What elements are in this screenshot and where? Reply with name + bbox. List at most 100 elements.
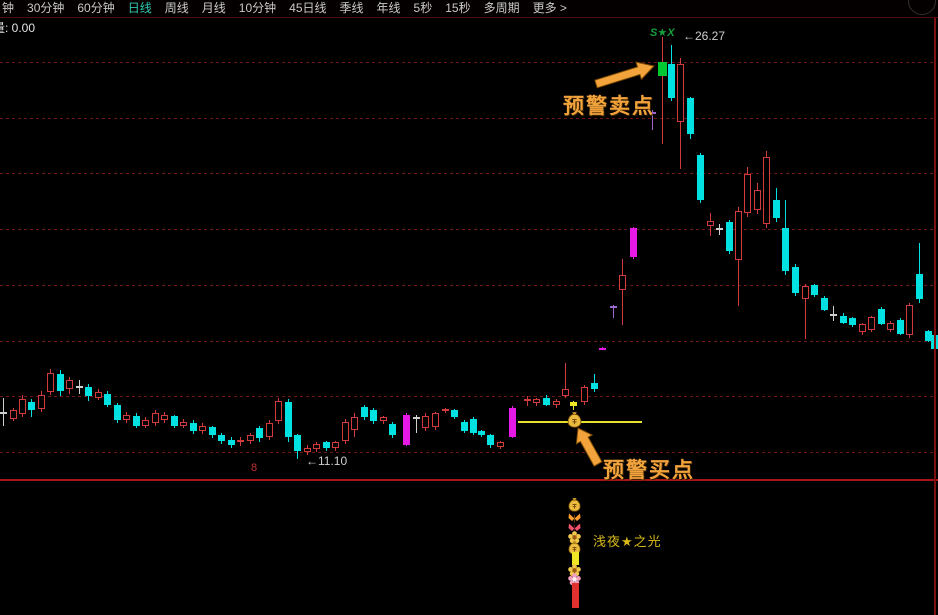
candle bbox=[218, 435, 225, 441]
candle bbox=[199, 425, 206, 432]
candle bbox=[735, 211, 742, 260]
candle bbox=[687, 98, 694, 135]
candle-wick bbox=[527, 396, 528, 407]
gridline-12 bbox=[0, 452, 934, 453]
candle-wick bbox=[622, 258, 623, 326]
candle bbox=[897, 319, 904, 334]
candle bbox=[726, 222, 733, 252]
candle bbox=[171, 415, 178, 426]
toolbar: 钟 30分钟 60分钟 日线 周线 月线 10分钟 45日线 季线 年线 5秒 15秒 多周期 更多 > bbox=[0, 0, 938, 18]
candle bbox=[76, 386, 83, 389]
flower-pink-icon bbox=[568, 573, 581, 591]
candle-wick bbox=[662, 36, 663, 145]
toolbar-item-11[interactable]: 15秒 bbox=[445, 1, 471, 15]
buy-arrow-icon bbox=[575, 427, 603, 467]
candle bbox=[840, 315, 847, 323]
candlestick-chart[interactable] bbox=[0, 18, 938, 615]
candle bbox=[0, 411, 7, 414]
candle bbox=[763, 156, 770, 224]
panel-separator bbox=[0, 479, 938, 481]
candle bbox=[792, 266, 799, 294]
candle bbox=[161, 414, 168, 421]
candle bbox=[599, 347, 606, 350]
candle bbox=[716, 227, 723, 230]
sell-annotation-label: 预警卖点 bbox=[563, 95, 655, 118]
candle bbox=[925, 330, 932, 341]
candle bbox=[821, 297, 828, 310]
toolbar-item-4[interactable]: 周线 bbox=[164, 1, 189, 15]
butterfly-red-icon bbox=[568, 521, 581, 539]
candle bbox=[361, 407, 368, 418]
candle bbox=[228, 439, 235, 446]
candle bbox=[104, 393, 111, 405]
gridline-22 bbox=[0, 173, 934, 175]
candle bbox=[442, 408, 449, 411]
gridline-24 bbox=[0, 117, 934, 119]
toolbar-item-1[interactable]: 30分钟 bbox=[27, 1, 65, 15]
candle bbox=[432, 413, 439, 427]
moneybag-icon bbox=[568, 497, 581, 517]
candle bbox=[487, 435, 494, 446]
candle bbox=[332, 442, 339, 448]
candle bbox=[370, 410, 377, 422]
toolbar-item-5[interactable]: 月线 bbox=[201, 1, 226, 15]
candle bbox=[123, 414, 130, 421]
candle bbox=[610, 305, 617, 308]
toolbar-item-8[interactable]: 季线 bbox=[339, 1, 364, 15]
candle bbox=[906, 304, 913, 336]
candle bbox=[533, 399, 540, 404]
candle-wick bbox=[565, 363, 566, 398]
candle-wick bbox=[613, 304, 614, 319]
candle bbox=[619, 275, 626, 291]
candle bbox=[697, 155, 704, 200]
gridline-26 bbox=[0, 62, 934, 63]
candle bbox=[19, 399, 26, 415]
toolbar-item-3[interactable]: 日线 bbox=[127, 1, 152, 15]
candle bbox=[413, 417, 420, 420]
candle bbox=[658, 62, 667, 76]
candle bbox=[830, 313, 837, 316]
sell-arrow-icon bbox=[594, 61, 655, 89]
candle bbox=[773, 200, 780, 219]
red-mark: 8 bbox=[251, 462, 258, 474]
candle-wick bbox=[416, 415, 417, 433]
volume-readout: 量: 0.00 bbox=[0, 21, 36, 35]
candle bbox=[380, 417, 387, 422]
candle bbox=[403, 414, 410, 446]
toolbar-item-10[interactable]: 5秒 bbox=[413, 1, 433, 15]
candle bbox=[256, 428, 263, 439]
bar-yellow-icon bbox=[571, 552, 579, 565]
candle bbox=[859, 324, 866, 333]
toolbar-item-12[interactable]: 多周期 bbox=[483, 1, 520, 15]
candle bbox=[294, 435, 301, 451]
candle bbox=[38, 395, 45, 409]
moneybag-icon bbox=[567, 411, 582, 433]
candle bbox=[66, 379, 73, 390]
gridline-20 bbox=[0, 229, 934, 231]
candle bbox=[266, 422, 273, 437]
toolbar-item-13[interactable]: 更多 > bbox=[532, 1, 567, 15]
candle bbox=[916, 273, 923, 299]
candle bbox=[562, 389, 569, 397]
candle bbox=[543, 397, 550, 405]
candle bbox=[313, 443, 320, 450]
toolbar-item-7[interactable]: 45日线 bbox=[289, 1, 327, 15]
candle bbox=[677, 63, 684, 122]
candle bbox=[707, 220, 714, 227]
candle bbox=[323, 442, 330, 448]
bar-red-icon bbox=[571, 583, 579, 608]
low-price-label: ←11.10 bbox=[306, 454, 348, 468]
candle bbox=[451, 410, 458, 418]
candle bbox=[868, 317, 875, 330]
toolbar-item-0[interactable]: 钟 bbox=[2, 1, 15, 15]
candle bbox=[591, 383, 598, 390]
candle bbox=[190, 422, 197, 432]
candle bbox=[209, 427, 216, 436]
toolbar-item-6[interactable]: 10分钟 bbox=[238, 1, 277, 15]
candle bbox=[285, 402, 292, 437]
candle bbox=[668, 63, 675, 99]
toolbar-item-2[interactable]: 60分钟 bbox=[77, 1, 115, 15]
toolbar-item-9[interactable]: 年线 bbox=[376, 1, 401, 15]
candle bbox=[133, 415, 140, 426]
